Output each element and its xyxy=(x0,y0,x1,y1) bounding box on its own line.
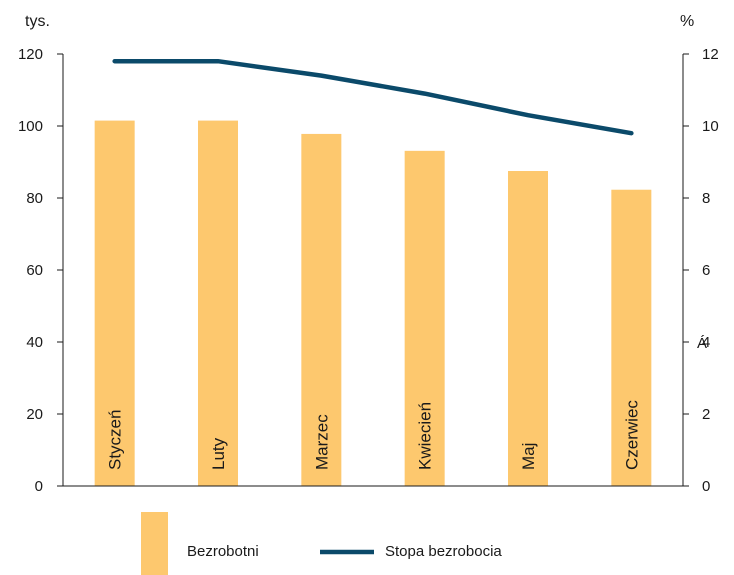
right-tick-label: 2 xyxy=(702,406,710,423)
left-tick-label: 60 xyxy=(26,262,43,279)
category-label: Luty xyxy=(209,437,228,470)
category-label: Marzec xyxy=(312,414,331,470)
rate-line xyxy=(112,58,634,136)
left-tick-label: 80 xyxy=(26,190,43,207)
left-tick-label: 20 xyxy=(26,406,43,423)
category-label: Czerwiec xyxy=(622,400,641,470)
legend-swatch-bezrobotni xyxy=(141,512,168,575)
stray-mark: Á xyxy=(697,335,707,352)
legend-label-bezrobotni: Bezrobotni xyxy=(187,543,259,560)
legend-label-stopa: Stopa bezrobocia xyxy=(385,543,502,560)
category-label: Styczeń xyxy=(106,410,125,470)
right-unit-label: % xyxy=(680,13,694,30)
bar-2 xyxy=(198,120,238,486)
right-tick-label: 6 xyxy=(702,262,710,279)
bar-1 xyxy=(94,120,135,486)
bar-4 xyxy=(404,150,445,486)
left-tick-label: 40 xyxy=(26,334,43,351)
category-label: Maj xyxy=(519,443,538,470)
left-unit-label: tys. xyxy=(25,13,50,30)
right-tick-label: 4 xyxy=(702,334,710,351)
bar-5 xyxy=(508,171,548,486)
right-tick-label: 0 xyxy=(702,478,710,495)
left-tick-label: 100 xyxy=(18,118,43,135)
right-tick-label: 10 xyxy=(702,118,719,135)
bar-3 xyxy=(301,133,342,487)
bar-6 xyxy=(611,189,652,486)
left-tick-label: 120 xyxy=(18,46,43,63)
category-label: Kwiecień xyxy=(416,402,435,470)
right-tick-label: 12 xyxy=(702,46,719,63)
right-tick-label: 8 xyxy=(702,190,710,207)
left-tick-label: 0 xyxy=(35,478,43,495)
